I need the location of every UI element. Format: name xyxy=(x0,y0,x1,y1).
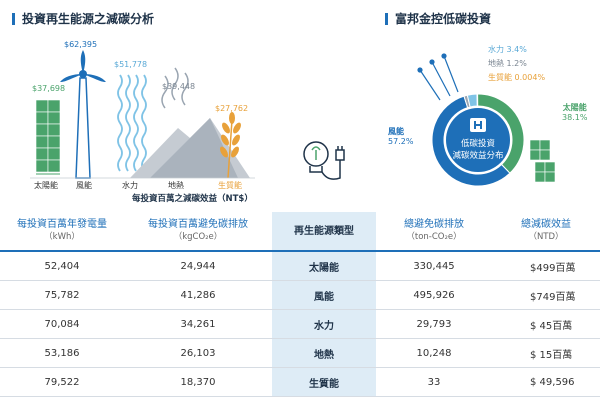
cell-type: 地熱 xyxy=(272,338,376,368)
header-ton: 總避免碳排放 （ton-CO₂e） xyxy=(376,212,492,252)
cell-kgco2: 24,944 xyxy=(124,251,272,281)
title-accent-bar xyxy=(12,12,15,25)
cell-ntd: $ 49,596 xyxy=(492,367,600,397)
geothermal-amount: $39,448 xyxy=(162,82,196,91)
biomass-label: 生質能 xyxy=(218,181,242,190)
cell-ton: 33 xyxy=(376,367,492,397)
cell-kgco2: 26,103 xyxy=(124,338,272,368)
pie-label-wind: 風能 57.2% xyxy=(388,126,413,146)
header-type: 再生能源類型 xyxy=(272,212,376,252)
donut-center xyxy=(446,108,510,172)
biomass-name: 生質能 xyxy=(488,73,512,82)
pie-label-solar: 太陽能 38.1% xyxy=(562,102,587,122)
cell-kgco2: 18,370 xyxy=(124,367,272,397)
cell-kgco2: 41,286 xyxy=(124,280,272,310)
cell-kwh: 70,084 xyxy=(0,309,124,339)
cell-ntd: $499百萬 xyxy=(492,251,600,281)
table-row: 70,084 34,261 水力 29,793 $ 45百萬 xyxy=(0,309,600,339)
right-title-text: 富邦金控低碳投資 xyxy=(395,12,492,26)
cell-ntd: $ 45百萬 xyxy=(492,309,600,339)
cell-ton: 330,445 xyxy=(376,251,492,281)
geothermal-label: 地熱 xyxy=(168,181,184,190)
left-section-title: 投資再生能源之減碳分析 xyxy=(12,10,154,27)
pie-label-hydro: 水力 3.4% xyxy=(488,44,527,55)
title-accent-bar xyxy=(385,12,388,25)
table-row: 79,522 18,370 生質能 33 $ 49,596 xyxy=(0,367,600,397)
table-header-row: 每投資百萬年發電量 （kWh） 每投資百萬避免碳排放 （kgCO₂e） 再生能源… xyxy=(0,212,600,252)
left-title-text: 投資再生能源之減碳分析 xyxy=(22,12,155,26)
cell-kwh: 79,522 xyxy=(0,367,124,397)
donut-slice-4 xyxy=(476,93,479,107)
investment-donut-chart xyxy=(431,93,525,187)
header-ntd: 總減碳效益 （NTD） xyxy=(492,212,600,252)
hydro-pct: 3.4% xyxy=(506,45,527,54)
header-label: 每投資百萬避免碳排放 xyxy=(148,219,248,230)
table-row: 75,782 41,286 風能 495,926 $749百萬 xyxy=(0,280,600,310)
biomass-amount: $27,762 xyxy=(215,104,249,113)
header-kgco2: 每投資百萬避免碳排放 （kgCO₂e） xyxy=(124,212,272,252)
right-solar-panel-icon xyxy=(529,139,556,183)
wind-pct: 57.2% xyxy=(388,137,414,146)
fubon-logo-icon xyxy=(470,118,486,132)
cell-ton: 29,793 xyxy=(376,309,492,339)
cell-ton: 10,248 xyxy=(376,338,492,368)
cell-type: 生質能 xyxy=(272,367,376,397)
wind-amount: $62,395 xyxy=(64,40,98,49)
cell-kgco2: 34,261 xyxy=(124,309,272,339)
chart-caption: 每投資百萬之減碳效益（NT$） xyxy=(132,194,253,204)
cell-kwh: 75,782 xyxy=(0,280,124,310)
cell-kwh: 53,186 xyxy=(0,338,124,368)
lightbulb-plug-icon xyxy=(303,141,345,180)
hydro-name: 水力 xyxy=(488,45,504,54)
cell-kwh: 52,404 xyxy=(0,251,124,281)
header-unit: （ton-CO₂e） xyxy=(406,232,462,242)
solar-name: 太陽能 xyxy=(562,103,587,112)
cell-ton: 495,926 xyxy=(376,280,492,310)
cell-type: 水力 xyxy=(272,309,376,339)
hydro-amount: $51,778 xyxy=(114,60,148,69)
biomass-pct: 0.004% xyxy=(514,73,546,82)
carbon-reduction-table: 每投資百萬年發電量 （kWh） 每投資百萬避免碳排放 （kgCO₂e） 再生能源… xyxy=(0,212,600,397)
donut-center-line2: 減碳效益分布 xyxy=(452,150,503,161)
water-waves-icon xyxy=(117,74,147,172)
right-section-title: 富邦金控低碳投資 xyxy=(385,10,491,27)
header-kwh: 每投資百萬年發電量 （kWh） xyxy=(0,212,124,252)
cell-ntd: $ 15百萬 xyxy=(492,338,600,368)
wind-name: 風能 xyxy=(388,127,404,136)
pie-label-biomass: 生質能 0.004% xyxy=(488,72,545,83)
wheat-icon xyxy=(220,112,241,179)
wind-label: 風能 xyxy=(76,181,92,190)
cell-type: 風能 xyxy=(272,280,376,310)
table-row: 52,404 24,944 太陽能 330,445 $499百萬 xyxy=(0,251,600,281)
header-unit: （NTD） xyxy=(528,232,564,242)
header-label: 總避免碳排放 xyxy=(404,219,464,230)
solar-panel-icon xyxy=(35,99,61,175)
right-wind-turbines-icon xyxy=(417,53,459,101)
hydro-label: 水力 xyxy=(122,181,138,190)
header-unit: （kgCO₂e） xyxy=(173,232,223,242)
geothermal-pct: 1.2% xyxy=(506,59,527,68)
solar-amount: $37,698 xyxy=(32,84,66,93)
donut-center-line1: 低碳投資 xyxy=(461,138,495,149)
solar-label: 太陽能 xyxy=(34,181,58,190)
geothermal-name: 地熱 xyxy=(488,59,504,68)
wind-turbine-icon xyxy=(60,50,106,179)
header-label: 再生能源類型 xyxy=(294,225,354,237)
table-row: 53,186 26,103 地熱 10,248 $ 15百萬 xyxy=(0,338,600,368)
pie-label-geothermal: 地熱 1.2% xyxy=(488,58,527,69)
header-label: 總減碳效益 xyxy=(521,219,571,230)
header-label: 每投資百萬年發電量 xyxy=(17,219,107,230)
solar-pct: 38.1% xyxy=(562,113,588,122)
header-unit: （kWh） xyxy=(44,232,80,242)
geothermal-mountain-icon xyxy=(130,67,250,178)
cell-type: 太陽能 xyxy=(272,251,376,281)
cell-ntd: $749百萬 xyxy=(492,280,600,310)
